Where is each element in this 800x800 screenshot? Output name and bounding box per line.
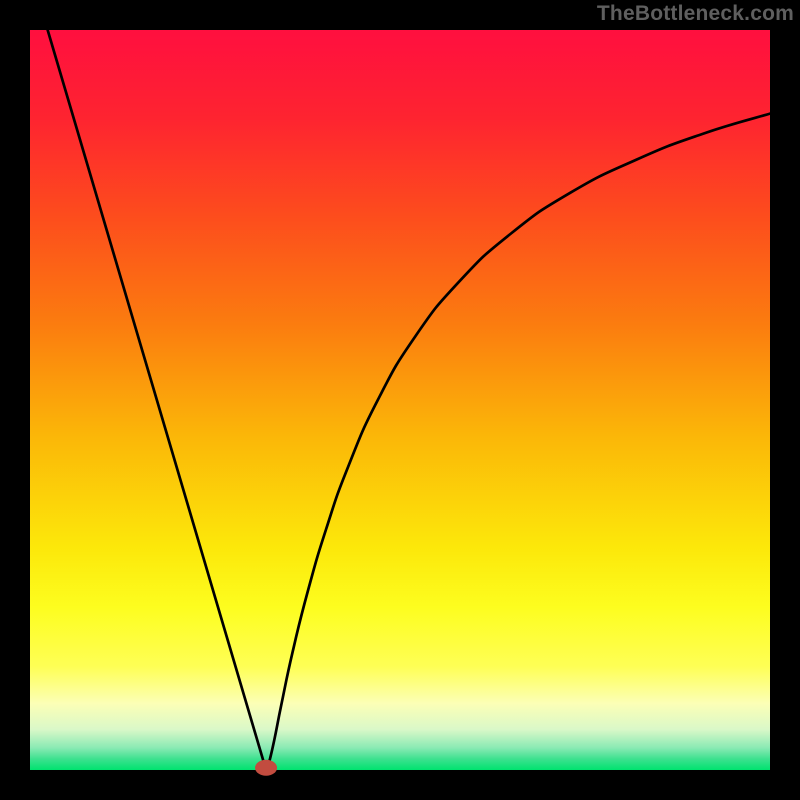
chart-svg bbox=[0, 0, 800, 800]
plot-background bbox=[30, 30, 770, 770]
watermark-text: TheBottleneck.com bbox=[597, 2, 794, 26]
minimum-marker bbox=[255, 760, 277, 776]
chart-container: TheBottleneck.com bbox=[0, 0, 800, 800]
